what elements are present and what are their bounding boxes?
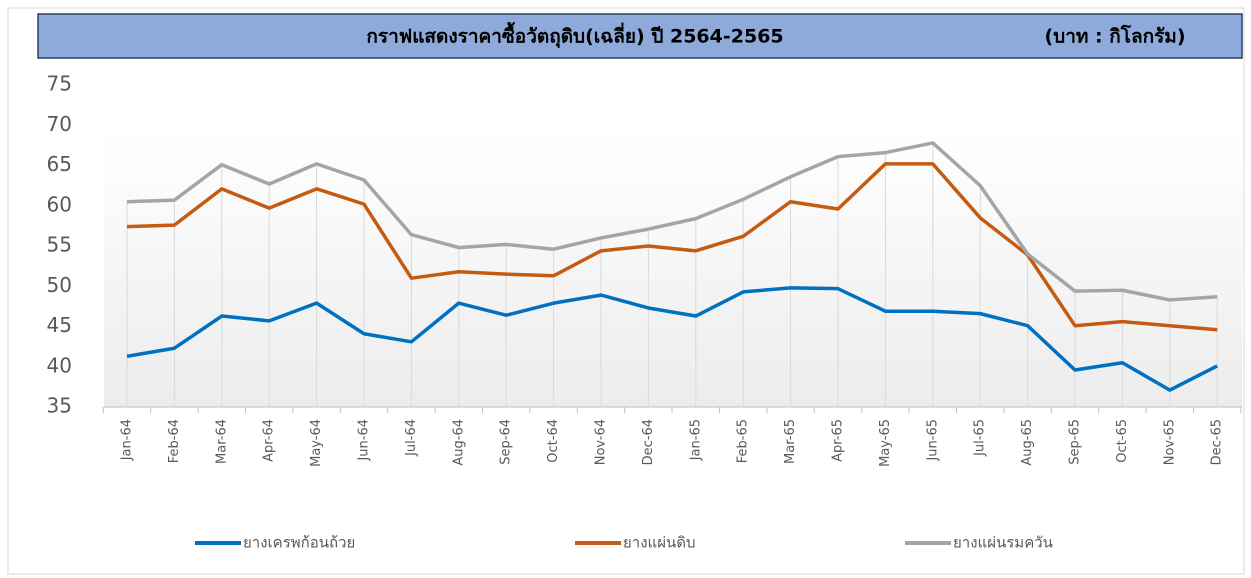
y-tick-label: 45 <box>47 313 72 337</box>
x-tick-label: Dec-64 <box>641 419 656 465</box>
x-tick-label: Aug-65 <box>1020 419 1035 466</box>
x-tick-label: Mar-64 <box>214 419 229 464</box>
legend-label: ยางแผ่นดิบ <box>623 534 696 552</box>
x-tick-label: Oct-64 <box>546 419 561 463</box>
y-tick-label: 50 <box>47 273 72 297</box>
x-tick-label: Jul-64 <box>404 419 419 457</box>
x-tick-label: Jan-64 <box>120 419 135 461</box>
x-tick-label: Dec-65 <box>1210 419 1225 465</box>
y-tick-label: 70 <box>47 112 72 136</box>
title-bar <box>37 13 1243 59</box>
x-tick-label: Sep-65 <box>1068 419 1083 465</box>
series-line <box>126 286 1218 392</box>
x-tick-label: Nov-65 <box>1162 419 1177 465</box>
legend-label: ยางแผ่นรมควัน <box>953 534 1053 552</box>
y-tick-label: 40 <box>47 353 72 377</box>
unit-label: (บาท : กิโลกรัม) <box>1044 25 1185 48</box>
x-tick-label: Oct-65 <box>1115 419 1130 463</box>
x-tick-label: May-65 <box>878 419 893 467</box>
x-tick-label: Mar-65 <box>783 419 798 464</box>
x-tick-label: Jan-65 <box>688 419 703 461</box>
x-tick-label: May-64 <box>309 419 324 467</box>
x-tick-label: Jun-65 <box>925 419 940 462</box>
x-tick-label: Sep-64 <box>499 419 514 465</box>
x-tick-label: Apr-64 <box>262 419 277 462</box>
y-tick-label: 35 <box>47 394 72 418</box>
x-tick-label: Feb-65 <box>736 419 751 463</box>
chart-title: กราฟแสดงราคาซื้อวัตถุดิบ(เฉลี่ย) ปี 2564… <box>366 22 783 49</box>
y-tick-label: 75 <box>47 72 72 96</box>
x-tick-label: Feb-64 <box>167 419 182 463</box>
x-tick-label: Aug-64 <box>451 419 466 466</box>
plot-background <box>104 130 1242 407</box>
series-line <box>126 141 1218 302</box>
y-tick-label: 65 <box>47 152 72 176</box>
y-tick-label: 60 <box>47 192 72 216</box>
x-tick-label: Apr-65 <box>831 419 846 462</box>
y-tick-label: 55 <box>47 233 72 257</box>
x-tick-label: Nov-64 <box>594 419 609 465</box>
series-line <box>126 162 1218 332</box>
x-tick-label: Jun-64 <box>357 419 372 462</box>
legend-label: ยางเครพก้อนถ้วย <box>243 534 355 552</box>
x-tick-label: Jul-65 <box>973 419 988 457</box>
